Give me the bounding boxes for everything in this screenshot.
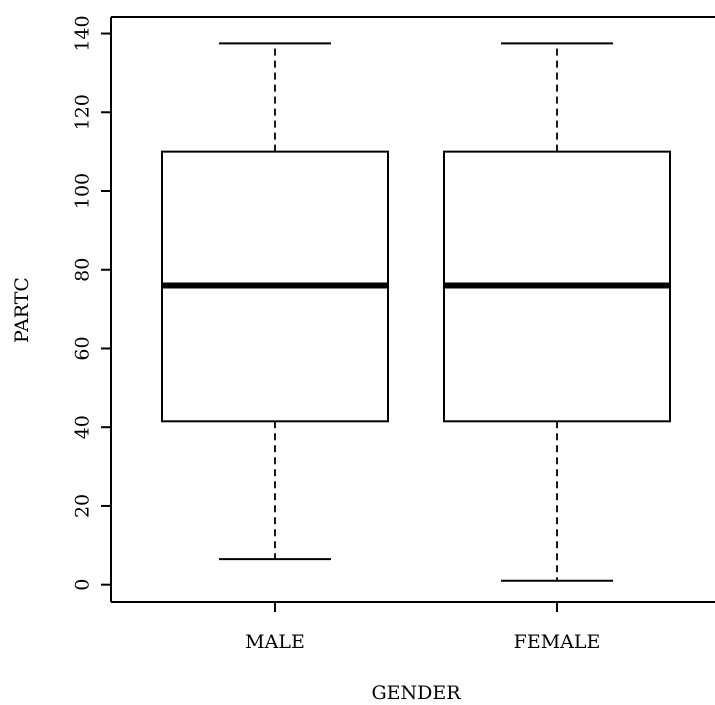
y-tick-label: 80 [72, 258, 94, 282]
plot-frame [110, 16, 715, 603]
x-tick-label: MALE [245, 631, 305, 653]
x-tick-label: FEMALE [514, 631, 601, 653]
box-male [161, 42, 389, 561]
y-tick-label: 60 [72, 336, 94, 360]
y-tick-label: 140 [72, 15, 94, 51]
y-axis-title: PARTC [11, 277, 33, 343]
y-tick-label: 20 [72, 494, 94, 518]
box-female [443, 42, 671, 582]
y-axis: 0 20 40 60 80 100 120 140 [72, 15, 111, 591]
x-axis: MALE FEMALE [245, 602, 600, 653]
y-tick-label: 120 [72, 94, 94, 130]
y-tick-label: 100 [72, 173, 94, 209]
y-tick-label: 0 [72, 579, 94, 591]
y-tick-label: 40 [72, 415, 94, 439]
x-axis-title: GENDER [371, 682, 461, 704]
boxes [161, 42, 671, 582]
